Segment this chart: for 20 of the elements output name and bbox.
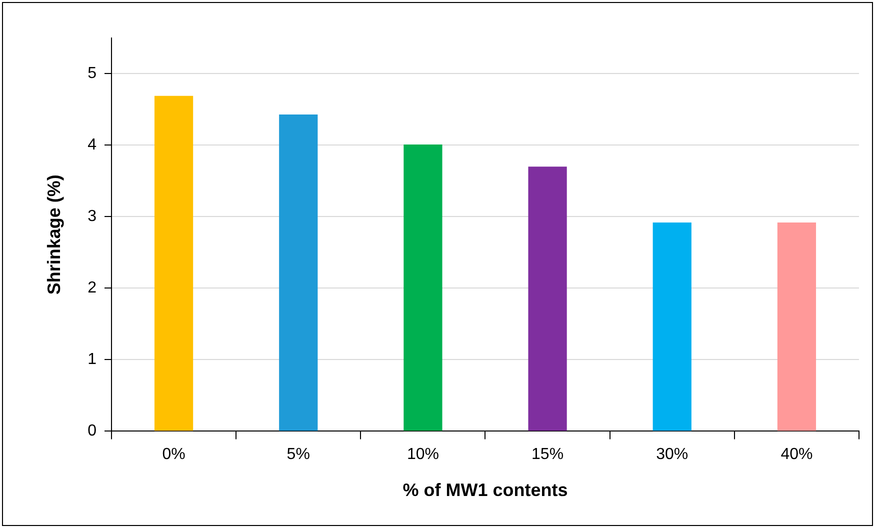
x-tick-label: 30% — [656, 446, 688, 464]
bar — [279, 114, 318, 431]
x-tick-label: 10% — [406, 446, 439, 464]
bar — [154, 96, 194, 431]
y-tick-label: 4 — [88, 136, 97, 154]
bar — [777, 222, 816, 431]
y-tick-label: 0 — [88, 422, 97, 440]
y-tick-label: 5 — [88, 65, 97, 82]
y-tick-label: 3 — [88, 208, 97, 226]
y-tick-label: 2 — [88, 280, 97, 297]
y-tick-label: 1 — [88, 351, 97, 368]
y-axis-title: Shrinkage (%) — [44, 174, 64, 295]
x-axis-title: % of MW1 contents — [402, 480, 568, 500]
x-tick-label: 5% — [286, 446, 310, 464]
bar — [652, 222, 692, 431]
x-tick-label: 40% — [780, 446, 813, 464]
x-tick-label: 0% — [162, 446, 186, 464]
x-tick-label: 15% — [532, 446, 564, 464]
bar — [528, 166, 567, 431]
bar — [404, 144, 442, 431]
